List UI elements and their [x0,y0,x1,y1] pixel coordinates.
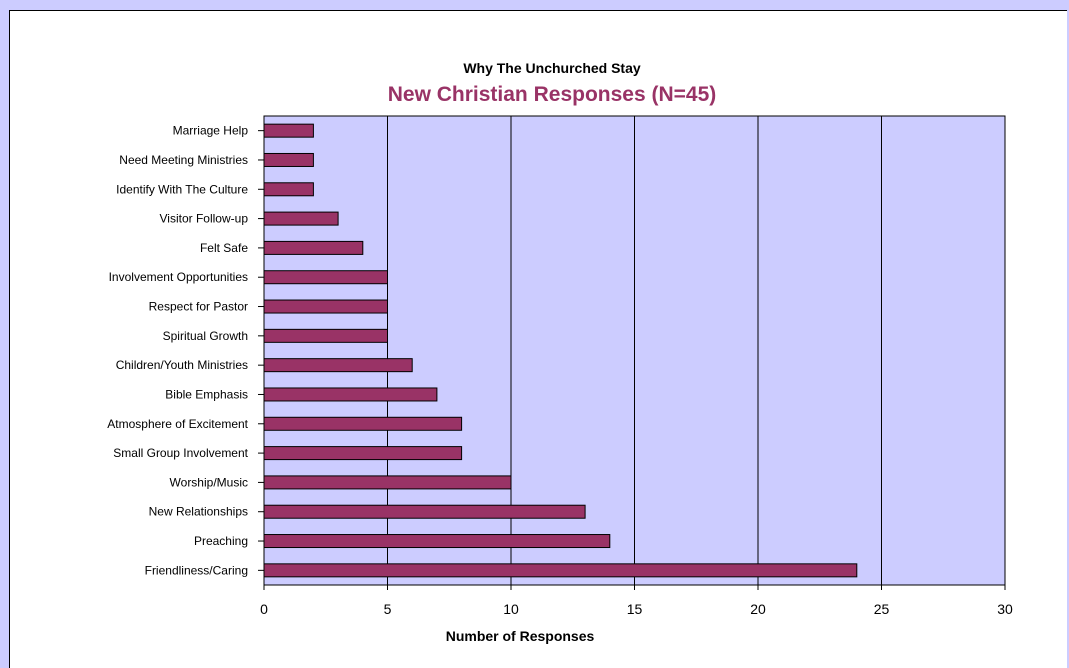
category-label: Visitor Follow-up [160,212,249,226]
category-label: Children/Youth Ministries [116,358,248,372]
x-axis-label: Number of Responses [446,628,595,644]
x-tick-label: 5 [384,601,392,617]
category-label: Worship/Music [170,475,248,489]
bar [263,504,586,519]
bar [263,211,339,226]
bars [263,123,858,578]
bar [263,299,388,314]
x-tick-label: 15 [627,601,643,617]
bar [263,152,314,167]
category-label: Preaching [194,534,248,548]
chart-subtitle: New Christian Responses (N=45) [388,83,717,106]
x-tick-label: 20 [750,601,766,617]
category-labels: Marriage Help Need Meeting Ministries Iden… [107,124,264,577]
bar [263,416,463,431]
bar [263,123,314,138]
x-tick-label: 30 [997,601,1013,617]
x-tick-label: 0 [260,601,268,617]
bar [263,240,364,255]
category-label: Need Meeting Ministries [119,153,248,167]
bar [263,387,438,402]
bar [263,475,512,490]
bar [263,446,463,461]
x-tick-label: 10 [503,601,519,617]
chart-title: Why The Unchurched Stay [463,60,641,76]
bar [263,534,611,549]
category-label: Identify With The Culture [116,182,248,196]
x-tick-label: 25 [874,601,890,617]
category-label: New Relationships [149,505,248,519]
category-label: Bible Emphasis [165,387,248,401]
bar [263,182,314,197]
category-label: Atmosphere of Excitement [107,417,248,431]
bar [263,358,413,373]
category-label: Involvement Opportunities [109,270,248,284]
category-label: Friendliness/Caring [145,563,248,577]
category-label: Spiritual Growth [163,329,248,343]
bar [263,563,858,578]
x-tick-labels: 0 5 10 15 20 25 30 [260,585,1013,617]
bar [263,328,388,343]
bar [263,270,388,285]
plot-border [263,115,1006,586]
category-label: Marriage Help [173,124,249,138]
category-label: Small Group Involvement [113,446,248,460]
category-label: Respect for Pastor [149,300,248,314]
category-label: Felt Safe [200,241,248,255]
